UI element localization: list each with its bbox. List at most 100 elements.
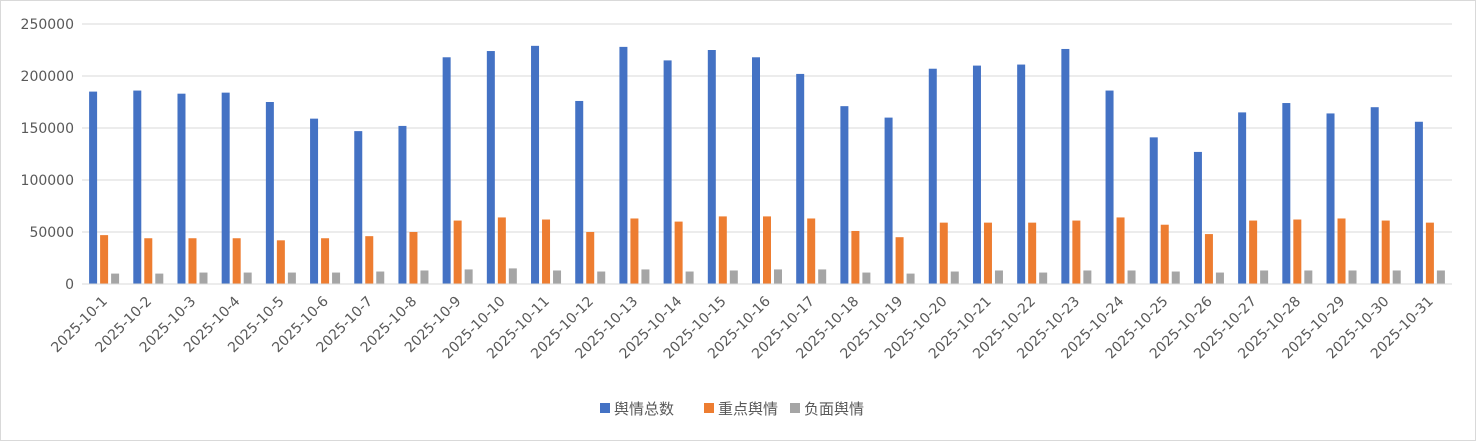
bar-2-2025-10-14 xyxy=(674,221,683,284)
bar-2-2025-10-17 xyxy=(807,218,816,284)
bar-3-2025-10-22 xyxy=(1039,272,1048,284)
bar-2-2025-10-3 xyxy=(188,238,197,284)
bar-2-2025-10-23 xyxy=(1072,220,1081,284)
bar-1-2025-10-18 xyxy=(840,106,849,284)
bar-1-2025-10-19 xyxy=(884,117,893,284)
bar-1-2025-10-27 xyxy=(1238,112,1247,285)
bar-1-2025-10-12 xyxy=(575,100,584,285)
bar-2-2025-10-22 xyxy=(1028,222,1037,284)
bar-3-2025-10-28 xyxy=(1304,270,1313,284)
bar-3-2025-10-29 xyxy=(1348,270,1357,284)
bar-1-2025-10-29 xyxy=(1326,113,1335,284)
bar-3-2025-10-27 xyxy=(1260,270,1269,284)
bar-1-2025-10-2 xyxy=(133,90,142,284)
bar-3-2025-10-23 xyxy=(1083,270,1092,284)
bar-2-2025-10-19 xyxy=(895,237,904,284)
bar-1-2025-10-7 xyxy=(354,131,363,284)
legend-label-2: 重点舆情 xyxy=(718,400,778,418)
legend: 舆情总数 重点舆情 负面舆情 xyxy=(600,400,864,418)
bar-2-2025-10-18 xyxy=(851,230,860,284)
y-axis-tick-labels: 0 50000 100000 150000 200000 250000 xyxy=(21,17,74,293)
bar-3-2025-10-25 xyxy=(1171,271,1180,284)
bar-2-2025-10-16 xyxy=(763,216,771,284)
bar-3-2025-10-8 xyxy=(420,270,429,284)
bar-2-2025-10-21 xyxy=(983,222,992,284)
bar-1-2025-10-30 xyxy=(1370,107,1379,284)
bar-2-2025-10-20 xyxy=(939,222,948,284)
bar-1-2025-10-3 xyxy=(177,93,186,285)
bar-3-2025-10-19 xyxy=(906,273,915,284)
bar-1-2025-10-10 xyxy=(486,51,495,284)
bar-1-2025-10-20 xyxy=(928,68,937,284)
bar-2-2025-10-1 xyxy=(100,235,109,284)
bar-1-2025-10-4 xyxy=(221,92,230,284)
bar-3-2025-10-6 xyxy=(332,272,341,284)
bar-3-2025-10-30 xyxy=(1392,270,1401,284)
bar-1-2025-10-25 xyxy=(1149,137,1158,284)
bar-2-2025-10-6 xyxy=(321,238,330,284)
bar-3-2025-10-9 xyxy=(464,269,473,284)
bar-3-2025-10-21 xyxy=(994,270,1003,284)
bar-1-2025-10-28 xyxy=(1282,103,1291,284)
bar-2-2025-10-27 xyxy=(1249,220,1258,284)
y-tick-label: 200000 xyxy=(21,69,74,85)
bar-2-2025-10-13 xyxy=(630,218,639,284)
bar-3-2025-10-12 xyxy=(597,271,606,284)
bar-1-2025-10-24 xyxy=(1105,90,1114,284)
y-tick-label: 250000 xyxy=(21,17,74,33)
bar-3-2025-10-11 xyxy=(553,270,562,284)
bar-3-2025-10-16 xyxy=(774,269,782,284)
legend-swatch-3 xyxy=(790,403,800,413)
x-axis-tick-labels: 2025-10-12025-10-22025-10-32025-10-42025… xyxy=(48,293,1436,362)
bar-3-2025-10-10 xyxy=(508,268,517,284)
y-tick-label: 150000 xyxy=(21,121,74,137)
bar-1-2025-10-13 xyxy=(619,46,628,284)
bar-3-2025-10-26 xyxy=(1215,272,1224,284)
legend-swatch-2 xyxy=(704,403,714,413)
bar-2-2025-10-25 xyxy=(1160,224,1169,284)
bar-1-2025-10-5 xyxy=(265,102,274,284)
bar-1-2025-10-8 xyxy=(398,125,407,284)
bar-3-2025-10-18 xyxy=(862,272,871,284)
bar-2-2025-10-9 xyxy=(453,220,462,284)
bar-2-2025-10-5 xyxy=(276,240,285,284)
bar-1-2025-10-6 xyxy=(310,118,319,284)
bar-1-2025-10-1 xyxy=(89,91,98,284)
bar-1-2025-10-17 xyxy=(796,73,805,284)
bar-1-2025-10-31 xyxy=(1414,121,1423,284)
bar-3-2025-10-17 xyxy=(818,269,827,284)
bar-1-2025-10-9 xyxy=(442,57,451,284)
bar-1-2025-10-15 xyxy=(707,50,716,284)
legend-label-3: 负面舆情 xyxy=(804,400,864,418)
bar-3-2025-10-3 xyxy=(199,272,208,284)
bar-3-2025-10-4 xyxy=(243,272,252,284)
bar-1-2025-10-22 xyxy=(1017,64,1026,284)
bar-3-2025-10-5 xyxy=(287,272,296,284)
bar-3-2025-10-1 xyxy=(111,273,120,284)
gridlines xyxy=(82,23,1452,233)
bar-2-2025-10-10 xyxy=(497,217,506,284)
bar-2-2025-10-28 xyxy=(1293,219,1302,284)
bar-2-2025-10-7 xyxy=(365,236,374,284)
bars xyxy=(89,45,1445,285)
bar-2-2025-10-4 xyxy=(232,238,241,284)
bar-3-2025-10-15 xyxy=(729,270,738,284)
bar-1-2025-10-26 xyxy=(1193,151,1202,284)
y-tick-label: 100000 xyxy=(21,173,74,189)
bar-3-2025-10-13 xyxy=(641,269,650,284)
y-tick-label: 50000 xyxy=(29,225,74,241)
bar-3-2025-10-2 xyxy=(155,273,164,284)
bar-3-2025-10-20 xyxy=(950,271,959,284)
bar-2-2025-10-29 xyxy=(1337,218,1346,284)
legend-label-1: 舆情总数 xyxy=(614,400,674,418)
bar-1-2025-10-11 xyxy=(531,45,540,285)
bar-2-2025-10-12 xyxy=(586,232,595,284)
bar-2-2025-10-15 xyxy=(718,216,727,284)
bar-2-2025-10-24 xyxy=(1116,217,1125,284)
bar-1-2025-10-23 xyxy=(1061,48,1070,285)
bar-2-2025-10-11 xyxy=(542,219,551,284)
bar-2-2025-10-8 xyxy=(409,232,418,284)
y-tick-label: 0 xyxy=(65,277,74,293)
bar-2-2025-10-31 xyxy=(1425,222,1434,284)
